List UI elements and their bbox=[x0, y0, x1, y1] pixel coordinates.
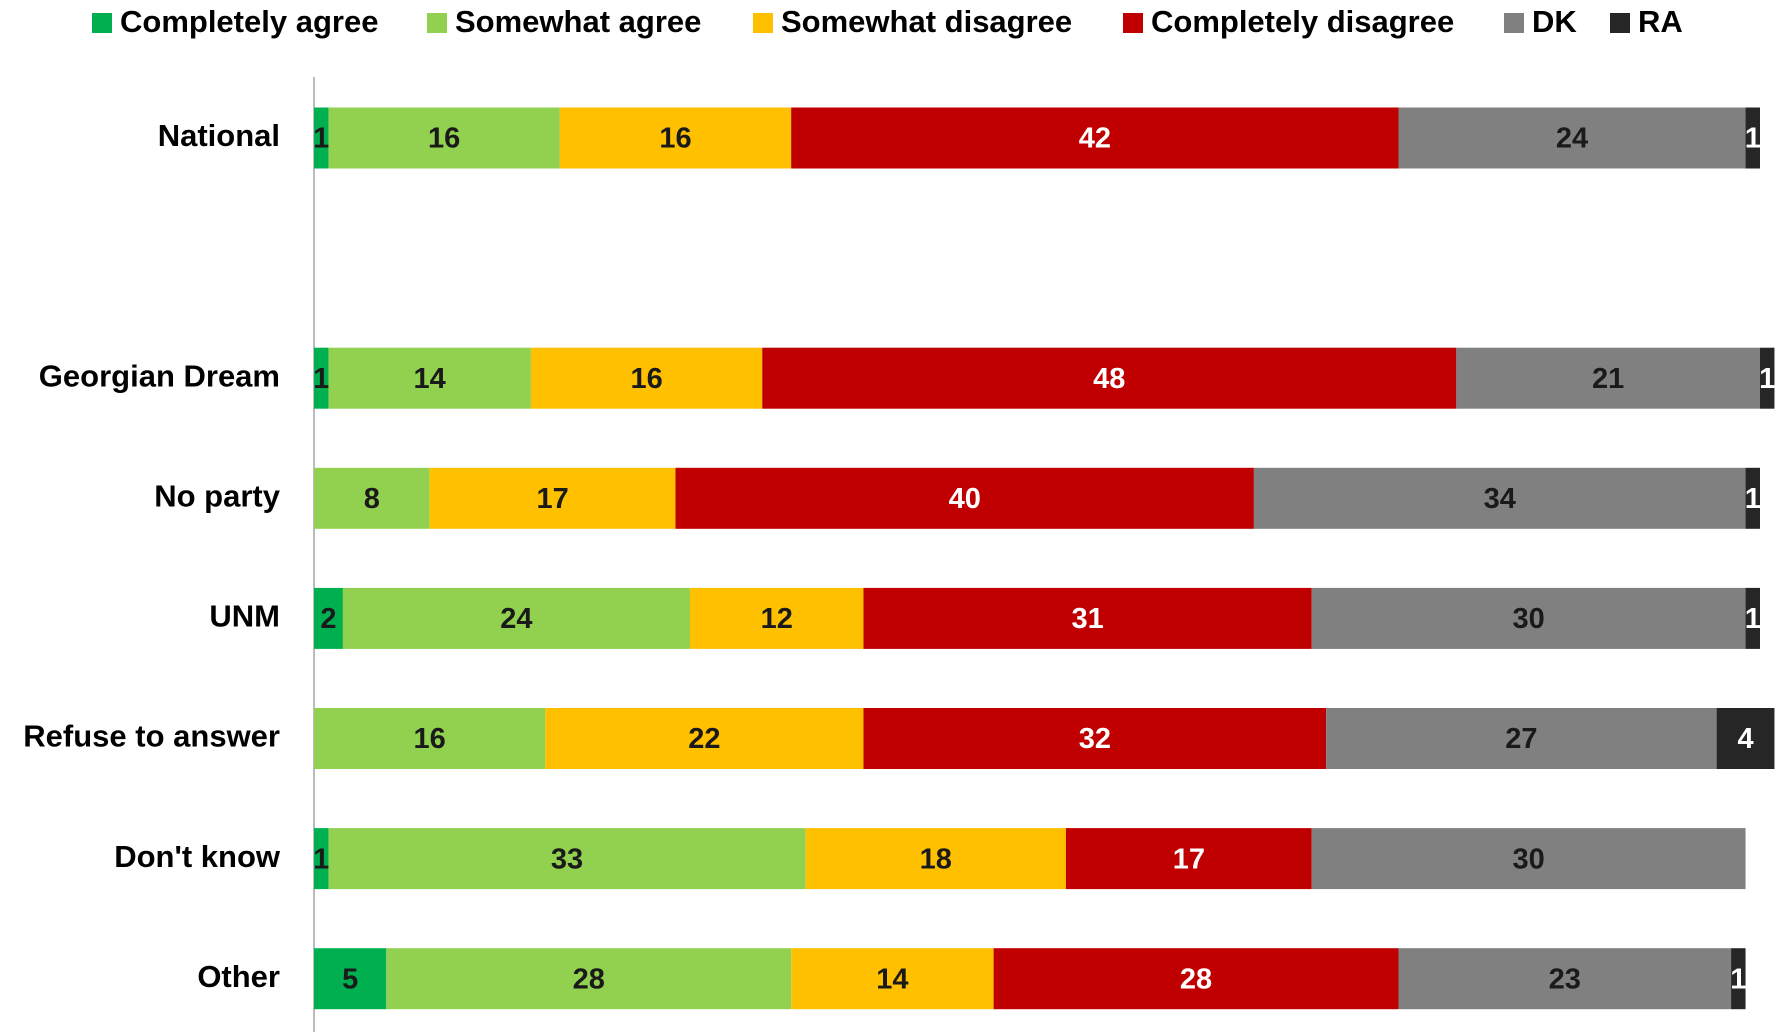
bar-segment bbox=[1456, 347, 1760, 409]
bar-segment bbox=[791, 107, 1399, 169]
legend-label: DK bbox=[1532, 4, 1577, 39]
data-label: 16 bbox=[630, 363, 662, 395]
bar-segment bbox=[545, 708, 864, 769]
bar-segment bbox=[1745, 467, 1760, 529]
data-label: 23 bbox=[1549, 963, 1581, 995]
data-label: 16 bbox=[659, 123, 691, 155]
bar-segment bbox=[328, 347, 531, 409]
data-label: 14 bbox=[876, 963, 908, 995]
data-label: 2 bbox=[320, 603, 336, 635]
category-label: National bbox=[158, 118, 280, 153]
legend-label: Somewhat agree bbox=[455, 4, 701, 39]
category-label: Other bbox=[197, 959, 280, 994]
data-label: 5 bbox=[342, 963, 358, 995]
data-label: 17 bbox=[536, 483, 568, 515]
data-label: 48 bbox=[1093, 363, 1125, 395]
data-label: 33 bbox=[551, 843, 583, 875]
bar-segment bbox=[689, 587, 864, 649]
data-label: 21 bbox=[1592, 363, 1624, 395]
data-label: 24 bbox=[500, 603, 532, 635]
legend-swatch bbox=[427, 13, 447, 33]
bar-segment bbox=[1253, 467, 1746, 529]
data-label: 8 bbox=[364, 483, 380, 515]
bar-segment bbox=[314, 467, 430, 529]
bar-segment bbox=[863, 587, 1312, 649]
legend-swatch bbox=[1504, 13, 1524, 33]
data-label: 18 bbox=[920, 843, 952, 875]
data-label: 1 bbox=[313, 363, 329, 395]
data-label: 1 bbox=[1745, 123, 1761, 155]
data-label: 32 bbox=[1079, 723, 1111, 755]
category-label: Georgian Dream bbox=[39, 358, 280, 393]
bar-segment bbox=[863, 708, 1327, 769]
bar-segment bbox=[1398, 107, 1746, 169]
bar-segment bbox=[1398, 948, 1732, 1010]
bar-segment bbox=[314, 347, 329, 409]
data-label: 1 bbox=[1745, 483, 1761, 515]
data-label: 1 bbox=[313, 843, 329, 875]
bar-segment bbox=[314, 708, 546, 769]
data-label: 30 bbox=[1513, 603, 1545, 635]
bar-segment bbox=[762, 347, 1457, 409]
bar-segment bbox=[328, 107, 560, 169]
bar-segment bbox=[314, 828, 329, 890]
data-label: 40 bbox=[949, 483, 981, 515]
bar-segment bbox=[675, 467, 1254, 529]
bar-segment bbox=[314, 948, 387, 1010]
data-label: 22 bbox=[688, 723, 720, 755]
bar-segment bbox=[1065, 828, 1312, 890]
bar-segment bbox=[1731, 948, 1746, 1010]
data-label: 28 bbox=[1180, 963, 1212, 995]
category-label: Don't know bbox=[114, 839, 281, 874]
bar-segment bbox=[1745, 587, 1760, 649]
legend-swatch bbox=[1123, 13, 1143, 33]
data-label: 1 bbox=[1730, 963, 1746, 995]
legend-label: Somewhat disagree bbox=[781, 4, 1072, 39]
category-label: No party bbox=[154, 478, 281, 513]
category-label: UNM bbox=[209, 599, 280, 634]
data-label: 30 bbox=[1513, 843, 1545, 875]
data-label: 34 bbox=[1484, 483, 1516, 515]
bar-segment bbox=[314, 107, 329, 169]
legend-label: RA bbox=[1638, 4, 1683, 39]
bar-segment bbox=[328, 828, 806, 890]
data-label: 27 bbox=[1505, 723, 1537, 755]
legend-label: Completely disagree bbox=[1151, 4, 1454, 39]
legend-swatch bbox=[753, 13, 773, 33]
data-label: 14 bbox=[414, 363, 446, 395]
legend-swatch bbox=[1610, 13, 1630, 33]
legend-swatch bbox=[92, 13, 112, 33]
bar-segment bbox=[386, 948, 792, 1010]
data-label: 1 bbox=[1745, 603, 1761, 635]
bar-segment bbox=[993, 948, 1399, 1010]
category-label: Refuse to answer bbox=[23, 719, 280, 754]
bar-segment bbox=[1760, 347, 1775, 409]
data-label: 42 bbox=[1079, 123, 1111, 155]
bar-segment bbox=[342, 587, 690, 649]
bar-segment bbox=[1326, 708, 1717, 769]
bar-segment bbox=[805, 828, 1066, 890]
bar-segment bbox=[530, 347, 763, 409]
data-label: 16 bbox=[414, 723, 446, 755]
bar-segment bbox=[314, 587, 343, 649]
data-label: 28 bbox=[573, 963, 605, 995]
bar-segment bbox=[1311, 587, 1746, 649]
legend-label: Completely agree bbox=[120, 4, 378, 39]
data-label: 31 bbox=[1071, 603, 1103, 635]
data-label: 24 bbox=[1556, 123, 1588, 155]
bar-segment bbox=[429, 467, 676, 529]
bar-segment bbox=[1745, 107, 1760, 169]
data-label: 16 bbox=[428, 123, 460, 155]
bar-segment bbox=[559, 107, 792, 169]
data-label: 12 bbox=[761, 603, 793, 635]
bar-segment bbox=[1716, 708, 1775, 769]
data-label: 17 bbox=[1173, 843, 1205, 875]
data-label: 4 bbox=[1737, 723, 1753, 755]
bar-segment bbox=[1311, 828, 1746, 890]
bar-segment bbox=[791, 948, 994, 1010]
data-label: 1 bbox=[313, 123, 329, 155]
data-label: 1 bbox=[1759, 363, 1775, 395]
